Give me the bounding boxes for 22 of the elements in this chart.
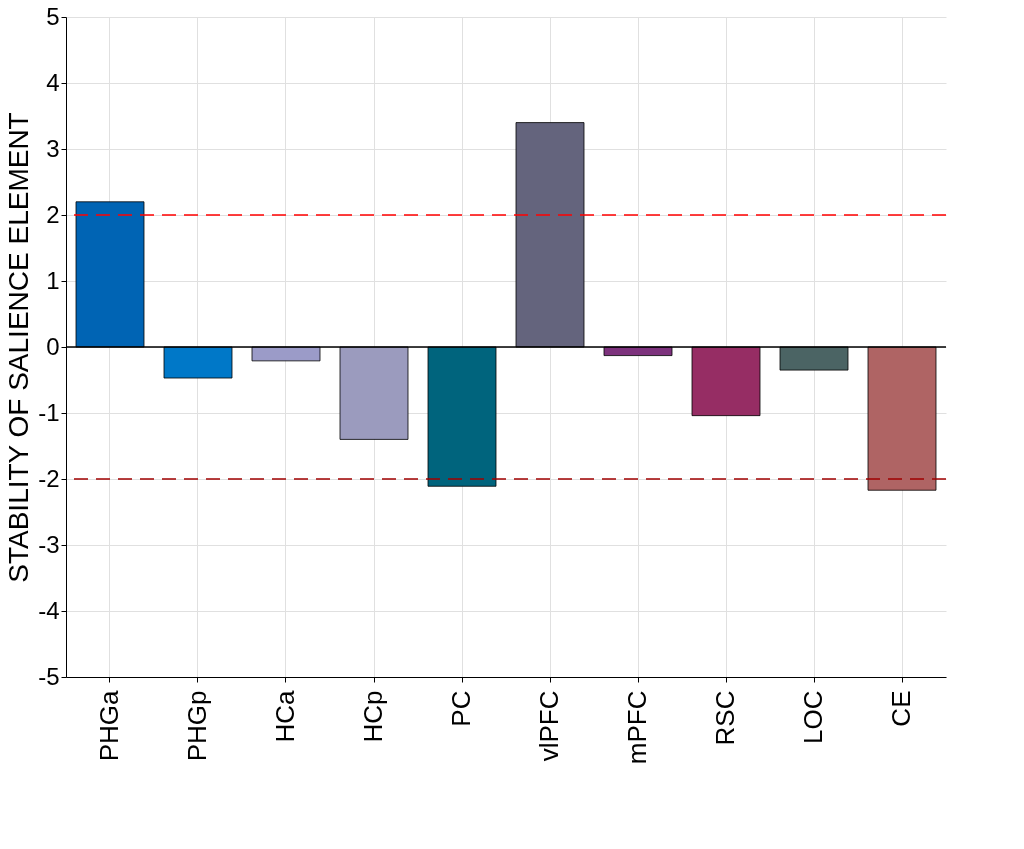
- y-tick-label: 1: [46, 266, 60, 294]
- y-tick-label: -3: [38, 530, 60, 558]
- y-tick-label: -2: [38, 464, 60, 492]
- y-tick-label: 3: [46, 134, 60, 162]
- x-tick-label: HCa: [270, 689, 300, 743]
- y-tick-label: -5: [38, 662, 60, 690]
- x-tick-label: vlPFC: [534, 690, 564, 762]
- x-tick-label: HCp: [358, 690, 388, 743]
- x-tick-label: PHGa: [94, 689, 124, 762]
- x-tick-label: RSC: [710, 690, 740, 746]
- y-tick-label: -4: [38, 596, 60, 624]
- y-tick-label: 5: [46, 2, 60, 30]
- x-tick-label: CE: [886, 690, 916, 727]
- y-tick-label: 0: [46, 332, 60, 360]
- x-tick-label: PHGp: [182, 690, 212, 762]
- x-tick-label: mPFC: [622, 690, 652, 765]
- y-tick-label: 2: [46, 200, 60, 228]
- y-tick-label: -1: [38, 398, 60, 426]
- x-tick-label: PC: [446, 690, 476, 727]
- y-tick-label: 4: [46, 68, 60, 96]
- y-axis-title: STABILITY OF SALIENCE ELEMENT: [3, 112, 35, 583]
- x-tick-label: LOC: [798, 690, 828, 744]
